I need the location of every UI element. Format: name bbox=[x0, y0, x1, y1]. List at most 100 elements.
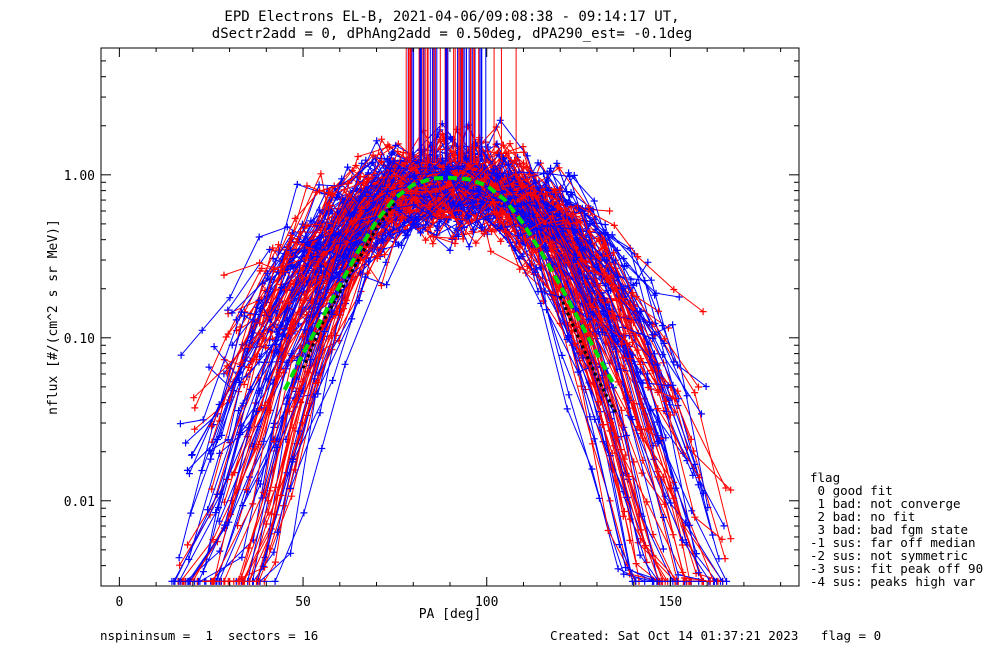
trace-marker bbox=[273, 327, 281, 335]
trace-marker bbox=[378, 135, 386, 143]
trace-marker bbox=[344, 180, 352, 187]
trace-marker bbox=[515, 232, 523, 240]
trace-marker bbox=[487, 247, 495, 255]
trace-marker bbox=[226, 294, 234, 302]
trace-marker bbox=[636, 551, 644, 559]
trace-marker bbox=[383, 155, 391, 163]
trace-marker bbox=[722, 484, 730, 492]
trace-marker bbox=[361, 273, 369, 281]
trace-marker bbox=[682, 519, 689, 527]
trace-marker bbox=[572, 305, 580, 313]
trace-marker bbox=[704, 504, 712, 511]
trace-marker bbox=[168, 577, 176, 585]
trace-marker bbox=[383, 188, 391, 195]
legend: flag 0 good fit 1 bad: not converge 2 ba… bbox=[810, 470, 983, 589]
trace-marker bbox=[565, 169, 573, 177]
trace-marker bbox=[271, 577, 279, 585]
trace-marker bbox=[217, 490, 225, 498]
trace-marker bbox=[348, 210, 356, 218]
trace-marker bbox=[555, 164, 563, 172]
trace-marker bbox=[382, 164, 390, 172]
trace-marker bbox=[176, 420, 184, 428]
trace-marker bbox=[299, 333, 307, 341]
trace-marker bbox=[223, 369, 231, 377]
trace-marker bbox=[379, 232, 387, 240]
trace-marker bbox=[629, 351, 637, 359]
trace-marker bbox=[622, 564, 630, 571]
trace-marker bbox=[283, 223, 291, 231]
trace-line bbox=[249, 182, 623, 348]
trace-marker bbox=[282, 286, 290, 294]
trace-marker bbox=[699, 489, 707, 497]
trace-marker bbox=[246, 343, 254, 351]
trace-marker bbox=[277, 491, 285, 499]
trace-marker bbox=[258, 265, 266, 272]
trace-marker bbox=[369, 151, 377, 159]
trace-marker bbox=[312, 379, 319, 387]
trace-marker bbox=[206, 447, 214, 455]
trace-marker bbox=[422, 236, 430, 244]
trace-marker bbox=[272, 483, 279, 491]
trace-marker bbox=[483, 200, 491, 207]
trace-marker bbox=[506, 140, 514, 148]
trace-marker bbox=[674, 571, 682, 579]
trace-marker bbox=[531, 268, 539, 276]
trace-marker bbox=[511, 157, 519, 165]
trace-marker bbox=[233, 327, 240, 335]
trace-marker bbox=[475, 191, 483, 199]
trace-marker bbox=[618, 421, 626, 429]
trace-marker bbox=[315, 181, 323, 189]
trace-marker bbox=[681, 574, 689, 582]
trace-marker bbox=[601, 245, 609, 253]
trace-marker bbox=[269, 244, 277, 252]
trace-marker bbox=[253, 356, 261, 364]
trace-marker bbox=[177, 351, 185, 359]
trace-marker bbox=[183, 466, 191, 474]
trace-marker bbox=[549, 212, 556, 220]
y-tick-label: 0.01 bbox=[64, 495, 95, 510]
trace-marker bbox=[627, 276, 635, 284]
legend-entry: 1 bad: not converge bbox=[810, 496, 961, 511]
trace-marker bbox=[388, 217, 396, 225]
trace-marker bbox=[606, 427, 614, 435]
trace-marker bbox=[572, 236, 580, 244]
trace-marker bbox=[288, 350, 295, 358]
trace-marker bbox=[433, 222, 441, 230]
trace-marker bbox=[293, 180, 301, 188]
trace-marker bbox=[727, 486, 735, 494]
trace-marker bbox=[387, 231, 395, 238]
trace-marker bbox=[613, 246, 621, 254]
trace-marker bbox=[660, 339, 668, 347]
trace-marker bbox=[435, 207, 443, 215]
trace-marker bbox=[272, 347, 280, 355]
trace-marker bbox=[689, 471, 697, 479]
trace-marker bbox=[328, 190, 336, 198]
y-tick-label: 0.10 bbox=[64, 332, 95, 347]
trace-marker bbox=[337, 240, 345, 248]
trace-marker bbox=[658, 322, 666, 330]
trace-marker bbox=[666, 401, 674, 409]
trace-line bbox=[288, 188, 692, 440]
trace-marker bbox=[402, 232, 410, 239]
trace-marker bbox=[523, 163, 531, 171]
trace-marker bbox=[369, 199, 377, 206]
trace-marker bbox=[410, 201, 418, 209]
trace-layer bbox=[168, 48, 735, 585]
trace-marker bbox=[629, 289, 637, 297]
trace-marker bbox=[246, 311, 254, 319]
trace-marker bbox=[649, 577, 656, 585]
legend-entry: -4 sus: peaks high var bbox=[810, 574, 976, 589]
trace-marker bbox=[205, 363, 213, 371]
trace-marker bbox=[691, 513, 699, 521]
trace-marker bbox=[585, 204, 593, 212]
trace-marker bbox=[434, 212, 441, 220]
trace-marker bbox=[599, 328, 606, 336]
trace-marker bbox=[518, 194, 526, 202]
trace-marker bbox=[439, 164, 447, 172]
legend-title: flag bbox=[810, 470, 840, 485]
trace-marker bbox=[373, 137, 381, 145]
trace-marker bbox=[215, 517, 223, 525]
footer-right: Created: Sat Oct 14 01:37:21 2023 flag =… bbox=[550, 628, 881, 643]
legend-entry: 0 good fit bbox=[810, 483, 893, 498]
